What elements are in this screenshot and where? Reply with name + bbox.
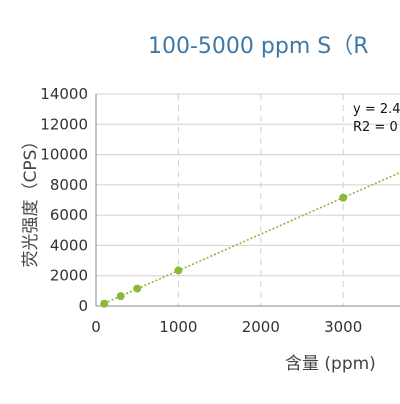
y-tick-label: 2000 bbox=[50, 267, 88, 285]
y-tick-label: 6000 bbox=[50, 206, 88, 224]
tick-layer: 0 2000 4000 6000 8000 10000 12000 14000 0 1000 200… bbox=[40, 85, 362, 336]
x-axis-label: 含量 (ppm) bbox=[285, 354, 376, 374]
x-tick-label: 3000 bbox=[324, 318, 362, 336]
x-tick-label: 0 bbox=[91, 318, 101, 336]
y-tick-label: 12000 bbox=[40, 115, 88, 133]
data-point bbox=[339, 193, 348, 202]
x-tick-label: 1000 bbox=[159, 318, 197, 336]
y-tick-label: 8000 bbox=[50, 176, 88, 194]
point-layer bbox=[100, 193, 348, 308]
equation-label: y = 2.4 bbox=[353, 102, 400, 117]
trend-layer bbox=[103, 171, 400, 305]
data-point bbox=[174, 266, 183, 275]
data-point bbox=[116, 292, 125, 301]
y-tick-label: 4000 bbox=[50, 236, 88, 254]
y-tick-label: 0 bbox=[78, 297, 88, 315]
chart-title: 100-5000 ppm S（R bbox=[148, 34, 369, 59]
data-point bbox=[133, 284, 142, 293]
y-tick-label: 14000 bbox=[40, 85, 88, 103]
y-axis-label: 荧光强度（CPS） bbox=[21, 133, 41, 268]
y-tick-label: 10000 bbox=[40, 146, 88, 164]
r-squared-label: R2 = 0 bbox=[353, 120, 398, 135]
axis-layer bbox=[95, 94, 400, 307]
x-tick-label: 2000 bbox=[242, 318, 280, 336]
trendline bbox=[103, 171, 400, 305]
data-point bbox=[100, 299, 109, 308]
